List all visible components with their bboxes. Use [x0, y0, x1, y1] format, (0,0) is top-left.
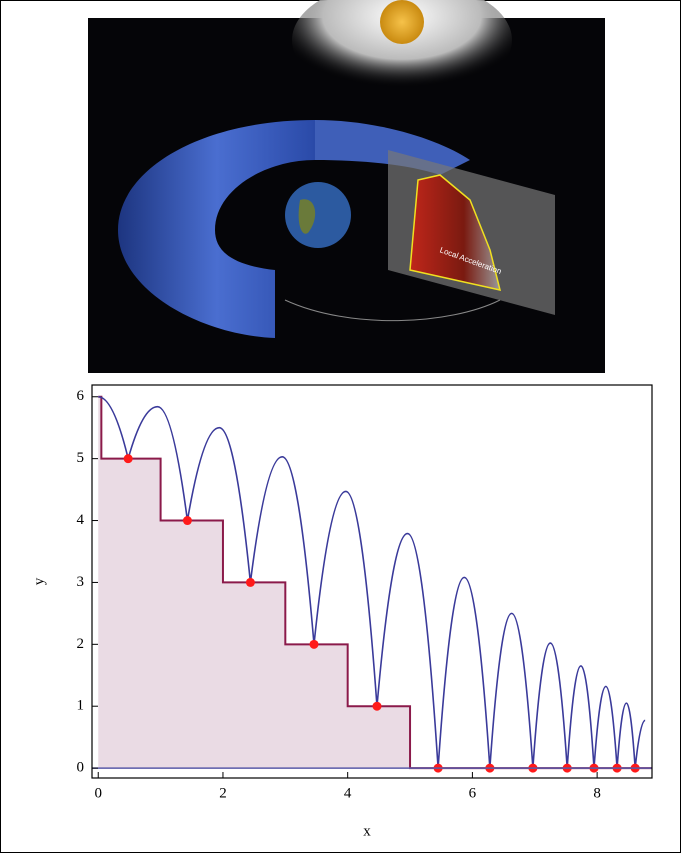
radiation-belt [118, 120, 315, 338]
y-tick-label: 0 [77, 760, 85, 776]
x-tick-label: 2 [219, 785, 227, 801]
sun [380, 0, 424, 44]
y-tick-label: 1 [77, 698, 85, 714]
x-tick-label: 8 [593, 785, 601, 801]
earth [285, 182, 351, 248]
bounce-point [372, 701, 382, 711]
radiation-belt-top [315, 120, 470, 175]
x-tick-label: 0 [94, 785, 102, 801]
earth-land [298, 199, 316, 234]
bounce-point [245, 577, 255, 587]
panel-plot [409, 174, 502, 291]
y-tick-label: 6 [77, 388, 85, 404]
x-tick-label: 4 [344, 785, 352, 801]
x-tick-label: 6 [469, 785, 477, 801]
y-tick-label: 2 [77, 636, 85, 652]
step-area [98, 396, 652, 769]
y-tick-label: 4 [77, 512, 85, 528]
plot-frame [91, 384, 653, 779]
y-tick-label: 5 [77, 450, 85, 466]
orbit [284, 299, 501, 322]
y-axis-label: y [31, 577, 47, 585]
sun-corona [292, 0, 512, 100]
bounce-point [123, 454, 133, 464]
y-tick-label: 3 [77, 574, 85, 590]
bounce-point [182, 516, 192, 526]
bounce-point [309, 639, 319, 649]
x-axis-label: x [363, 823, 371, 839]
image: Local Acceleration [88, 0, 605, 373]
